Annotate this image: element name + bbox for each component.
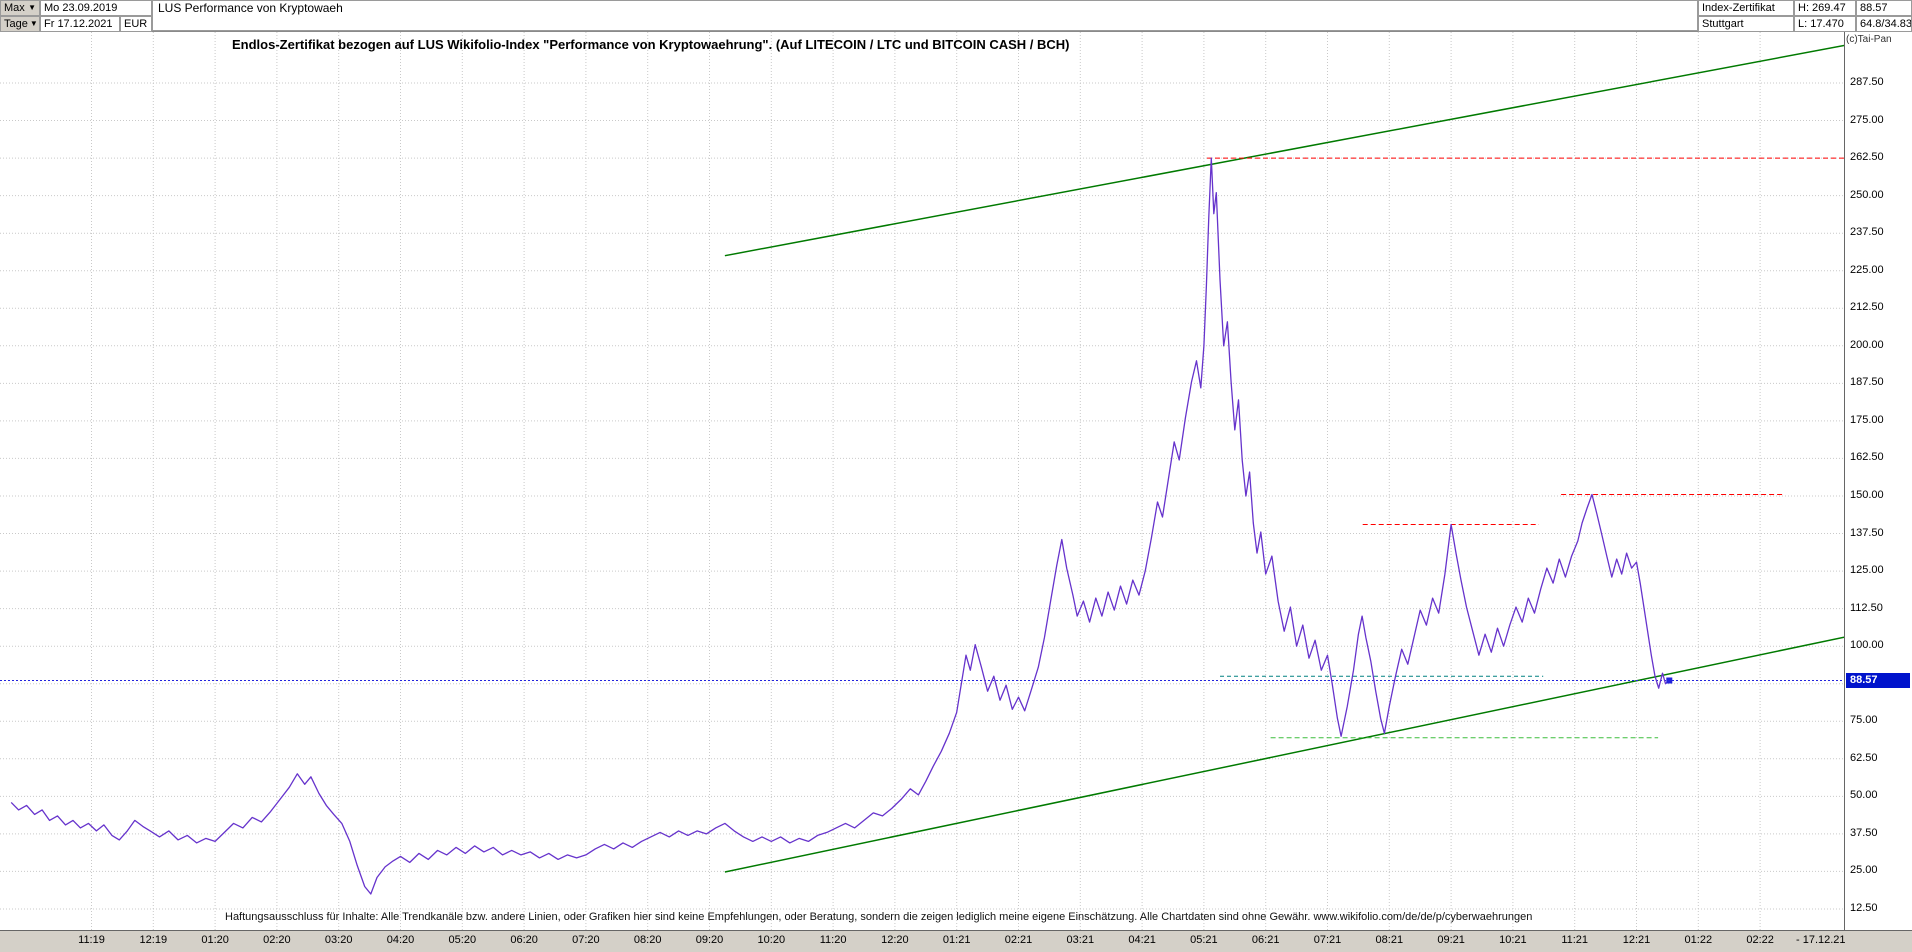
y-axis-label: 125.00 (1850, 564, 1884, 577)
x-axis-label: 10:21 (1499, 934, 1527, 946)
x-axis-label: 01:21 (942, 934, 971, 946)
x-axis-label: 12:20 (881, 934, 909, 946)
instrument-info: Index-Zertifikat H: 269.47 88.57 Stuttga… (1698, 0, 1912, 32)
currency-field: EUR (120, 16, 152, 32)
change-value: 64.8/34.83 (1856, 16, 1912, 32)
exchange-name: Stuttgart (1698, 16, 1794, 32)
high-value: H: 269.47 (1794, 0, 1856, 16)
y-axis-label: 250.00 (1850, 188, 1884, 201)
x-axis-line (0, 930, 1912, 931)
x-axis-label: 08:20 (633, 934, 662, 946)
chevron-down-icon: ▼ (28, 3, 36, 12)
x-axis-label: 04:20 (386, 934, 415, 946)
x-axis-label: 02:21 (1004, 934, 1033, 946)
current-price-box: 88.57 (1846, 672, 1910, 688)
trend-channel-line[interactable] (724, 636, 1844, 873)
range-controls: Max ▼ Mo 23.09.2019 Tage ▼ Fr 17.12.2021… (0, 0, 152, 32)
x-axis-label: 04:21 (1128, 934, 1156, 946)
x-axis-label: 01:20 (201, 934, 229, 946)
x-axis-label: 05:20 (448, 934, 477, 946)
disclaimer-text: Haftungsausschluss für Inhalte: Alle Tre… (225, 911, 1533, 923)
header-toolbar: Max ▼ Mo 23.09.2019 Tage ▼ Fr 17.12.2021… (0, 0, 1912, 32)
last-price-marker (1666, 677, 1673, 684)
y-axis-label: 75.00 (1850, 714, 1878, 727)
y-axis-label: 37.50 (1850, 826, 1878, 839)
y-axis-label: 187.50 (1850, 376, 1884, 389)
x-axis-label: 12:19 (139, 934, 168, 946)
x-axis-label: 05:21 (1190, 934, 1218, 946)
x-axis-label: 06:20 (510, 934, 538, 946)
y-axis-label: 237.50 (1850, 226, 1884, 239)
x-axis-label: 08:21 (1375, 934, 1404, 946)
y-axis-label: 112.50 (1850, 601, 1883, 614)
y-axis-label: 175.00 (1850, 413, 1884, 426)
x-axis-label: 11:21 (1561, 934, 1589, 946)
x-axis-label: 01:22 (1684, 934, 1713, 946)
price-line (10, 157, 1670, 895)
last-price-value: 88.57 (1856, 0, 1912, 16)
chevron-down-icon: ▼ (29, 19, 38, 28)
date-from-field[interactable]: Mo 23.09.2019 (40, 0, 152, 16)
y-axis-label: 12.50 (1850, 901, 1878, 914)
y-axis-line (1844, 32, 1845, 952)
x-axis-strip (0, 931, 1912, 952)
y-axis-label: 275.00 (1850, 113, 1884, 126)
y-axis-label: 225.00 (1850, 263, 1884, 276)
x-axis-label: 10:20 (757, 934, 786, 946)
instrument-type: Index-Zertifikat (1698, 0, 1794, 16)
x-axis-label: 11:19 (78, 934, 105, 946)
instrument-title-field[interactable]: LUS Performance von Kryptowaeh (152, 0, 1698, 31)
x-axis-label: 06:21 (1251, 934, 1280, 946)
x-axis-label: 03:20 (324, 934, 353, 946)
chart-title: Endlos-Zertifikat bezogen auf LUS Wikifo… (232, 37, 1070, 52)
chart-canvas (0, 32, 1844, 930)
y-axis-label: 287.50 (1850, 76, 1884, 88)
y-axis-label: 100.00 (1850, 639, 1884, 652)
y-axis-label: 25.00 (1850, 864, 1878, 877)
x-axis-label: 12:21 (1622, 934, 1651, 946)
y-axis-label: 150.00 (1850, 488, 1884, 501)
x-axis-label: 02:20 (263, 934, 291, 946)
y-axis-label: 62.50 (1850, 751, 1878, 764)
y-axis-label: 162.50 (1850, 451, 1884, 464)
date-to-field[interactable]: Fr 17.12.2021 (40, 16, 120, 32)
y-axis-label: 137.50 (1850, 526, 1884, 539)
y-axis-label: 50.00 (1850, 789, 1878, 802)
end-date-label: - 17.12.21 (1796, 934, 1846, 946)
y-axis-label: 212.50 (1850, 301, 1884, 314)
x-axis-label: 02:22 (1746, 934, 1774, 946)
taipan-watermark: (c)Tai-Pan (1846, 34, 1892, 45)
low-value: L: 17.470 (1794, 16, 1856, 32)
x-axis-label: 11:20 (819, 934, 847, 946)
range-dropdown[interactable]: Max ▼ (0, 0, 40, 16)
y-axis-label: 200.00 (1850, 338, 1884, 351)
x-axis-label: 09:21 (1437, 934, 1465, 946)
x-axis-label: 07:21 (1313, 934, 1342, 946)
range-dropdown-label: Max (4, 2, 25, 14)
x-axis-label: 09:20 (695, 934, 724, 946)
y-axis-label: 262.50 (1850, 151, 1884, 164)
x-axis-label: 03:21 (1066, 934, 1095, 946)
period-dropdown-label: Tage (4, 18, 28, 30)
trend-channel-line[interactable] (724, 44, 1844, 257)
x-axis-label: 07:20 (572, 934, 600, 946)
period-dropdown[interactable]: Tage ▼ (0, 16, 40, 32)
